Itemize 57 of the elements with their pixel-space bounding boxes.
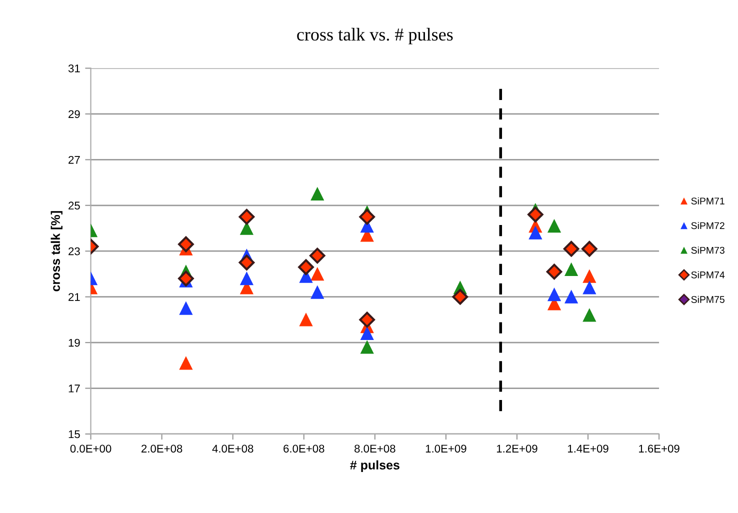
point: [299, 313, 313, 326]
x-tick-label: 2.0E+08: [142, 444, 182, 453]
point: [178, 270, 194, 286]
y-tick-label: 19: [68, 338, 80, 347]
legend-label: SiPM73: [691, 246, 724, 254]
point: [298, 259, 314, 276]
point: [582, 240, 598, 257]
x-tick-label: 8.0E+08: [354, 444, 396, 453]
point: [360, 326, 374, 340]
point: [240, 222, 254, 235]
point: [178, 236, 194, 252]
point: [546, 264, 562, 280]
legend-label: SiPM74: [691, 271, 725, 278]
point: [179, 356, 193, 370]
point: [360, 340, 374, 354]
x-tick-label: 1.4E+09: [568, 444, 608, 453]
x-tick-label: 1.0E+09: [426, 444, 466, 453]
x-tick-label: 1.2E+09: [496, 444, 538, 453]
point: [548, 288, 561, 302]
point: [564, 262, 578, 276]
point: [310, 187, 324, 201]
point: [359, 312, 376, 328]
x-tick-label: 6.0E+08: [284, 444, 324, 453]
point: [238, 208, 255, 225]
y-tick-label: 29: [68, 110, 80, 118]
x-axis-title: # pulses: [350, 460, 400, 472]
x-tick-label: 1.6E+09: [639, 444, 680, 453]
x-tick-label: 0.0E+00: [70, 444, 112, 453]
y-tick-label: 17: [68, 384, 80, 392]
legend-label: SiPM72: [691, 222, 724, 230]
point: [528, 226, 542, 240]
point: [309, 248, 326, 264]
point: [238, 254, 255, 270]
point: [582, 281, 596, 294]
point: [528, 206, 544, 222]
x-tick-label: 4.0E+08: [212, 444, 254, 453]
point: [564, 290, 578, 304]
y-axis-title: cross talk [%]: [50, 211, 62, 292]
point: [582, 270, 596, 283]
point: [548, 219, 561, 233]
y-tick-label: 23: [68, 247, 80, 256]
chart-title: cross talk vs. # pulses: [297, 28, 453, 44]
point: [582, 308, 596, 322]
point: [563, 240, 580, 257]
y-tick-label: 27: [68, 156, 80, 164]
point: [240, 272, 254, 286]
y-tick-label: 21: [68, 293, 80, 301]
y-tick-label: 15: [68, 430, 80, 438]
point: [452, 288, 468, 305]
y-tick-label: 31: [68, 64, 80, 72]
legend-label: SiPM71: [691, 197, 724, 204]
legend-label: SiPM75: [691, 296, 724, 303]
point: [359, 208, 376, 225]
point: [310, 286, 324, 299]
point: [310, 267, 324, 281]
y-tick-label: 25: [68, 202, 80, 210]
point: [179, 302, 193, 315]
